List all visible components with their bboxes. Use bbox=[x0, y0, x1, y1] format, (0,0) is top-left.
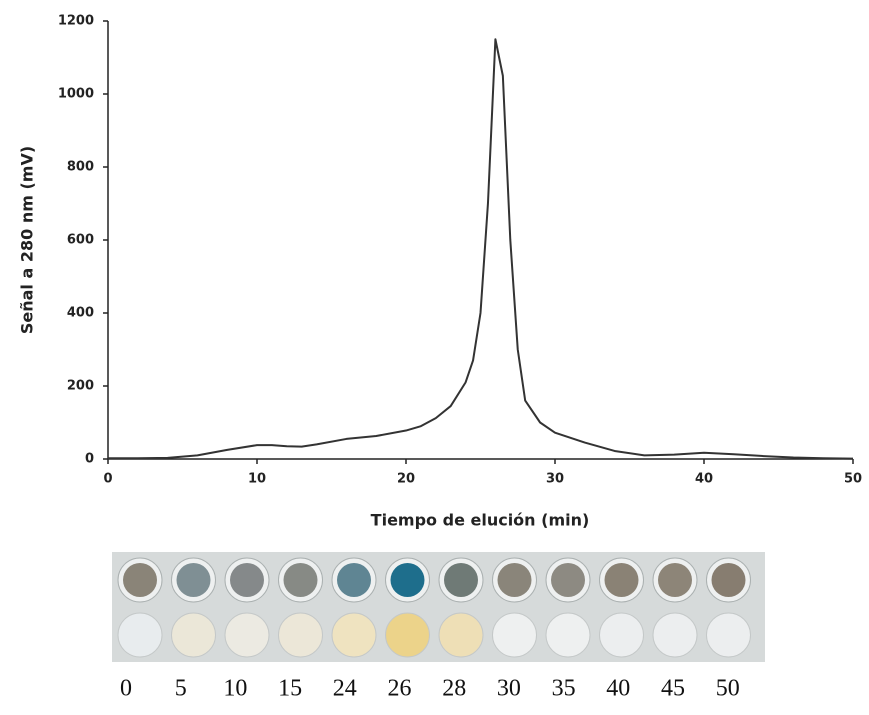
well-bottom bbox=[278, 612, 323, 658]
well-label: 5 bbox=[175, 676, 187, 702]
well-label: 0 bbox=[120, 676, 132, 702]
well-top-liquid bbox=[658, 563, 692, 597]
x-tick-label: 50 bbox=[844, 472, 862, 487]
well-bottom bbox=[385, 612, 430, 658]
x-tick-label: 0 bbox=[103, 472, 112, 487]
well-top-liquid bbox=[176, 563, 211, 597]
well-bottom bbox=[438, 612, 484, 658]
well-label: 45 bbox=[661, 676, 685, 702]
well-bottom bbox=[545, 612, 591, 658]
x-tick-label: 10 bbox=[248, 472, 266, 487]
well-bottom bbox=[117, 612, 163, 658]
well-top-liquid bbox=[390, 563, 425, 597]
y-tick-label: 0 bbox=[85, 452, 94, 467]
well-label: 15 bbox=[278, 676, 302, 702]
x-tick-label: 20 bbox=[397, 472, 415, 487]
well-label: 26 bbox=[388, 676, 412, 702]
x-tick-label: 40 bbox=[695, 472, 713, 487]
y-tick-label: 200 bbox=[67, 379, 94, 394]
well-label: 40 bbox=[606, 676, 630, 702]
x-tick-label: 30 bbox=[546, 472, 564, 487]
well-bottom bbox=[331, 612, 377, 658]
line bbox=[108, 38, 854, 460]
well-top-liquid bbox=[444, 563, 478, 597]
well-bottom bbox=[492, 612, 537, 658]
well-top-liquid bbox=[551, 563, 585, 597]
well-top-liquid bbox=[497, 563, 532, 597]
well-top-liquid bbox=[283, 563, 318, 597]
well-bottom bbox=[171, 612, 216, 658]
well-top-liquid bbox=[123, 563, 157, 597]
well-label: 24 bbox=[333, 676, 357, 702]
well-label: 35 bbox=[552, 676, 576, 702]
well-top-liquid bbox=[337, 563, 371, 597]
well-label: 28 bbox=[442, 676, 466, 702]
well-label: 50 bbox=[716, 676, 740, 702]
y-tick-label: 400 bbox=[67, 306, 94, 321]
y-axis-label: Señal a 280 nm (mV) bbox=[18, 146, 37, 334]
well-bottom bbox=[652, 612, 698, 658]
y-tick-label: 1000 bbox=[58, 87, 94, 102]
y-tick-label: 1200 bbox=[58, 14, 94, 29]
y-tick-label: 800 bbox=[67, 160, 94, 175]
well-label: 30 bbox=[497, 676, 521, 702]
well-top-liquid bbox=[230, 563, 264, 597]
well-label: 10 bbox=[223, 676, 247, 702]
x-axis-label: Tiempo de elución (min) bbox=[371, 511, 590, 530]
y-tick-label: 600 bbox=[67, 233, 94, 248]
well-bottom bbox=[599, 612, 644, 658]
well-top-liquid bbox=[604, 563, 639, 597]
well-bottom bbox=[706, 612, 751, 658]
well-bottom bbox=[224, 612, 270, 658]
well-top-liquid bbox=[711, 563, 746, 597]
